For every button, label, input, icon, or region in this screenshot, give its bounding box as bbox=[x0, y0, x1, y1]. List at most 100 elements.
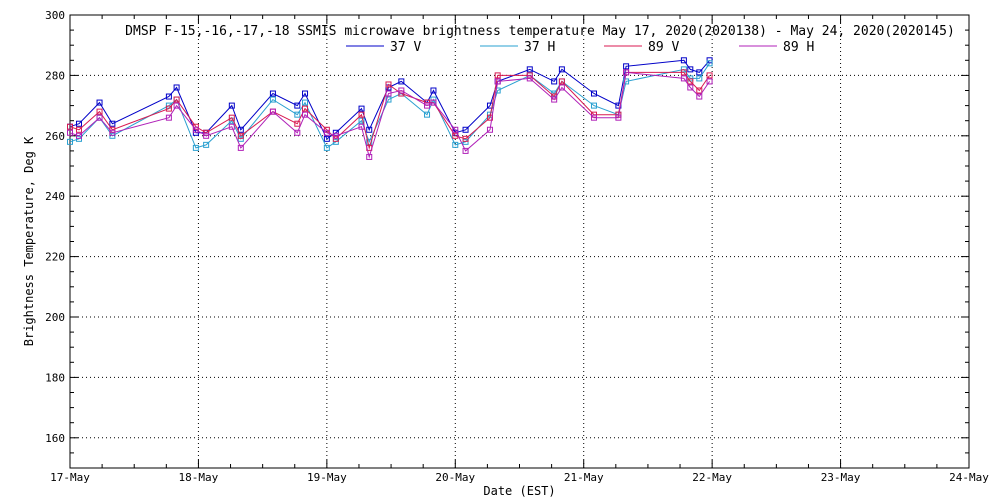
data-point bbox=[623, 78, 630, 85]
data-point bbox=[228, 102, 235, 109]
data-point bbox=[96, 108, 103, 115]
data-point bbox=[494, 72, 501, 79]
data-point bbox=[109, 120, 116, 127]
data-point bbox=[173, 84, 180, 91]
data-point bbox=[385, 96, 392, 103]
data-point bbox=[462, 135, 469, 142]
data-point bbox=[294, 120, 301, 127]
data-point bbox=[165, 114, 172, 121]
y-axis-title: Brightness Temperature, Deg K bbox=[22, 136, 36, 346]
data-point bbox=[558, 66, 565, 73]
data-point bbox=[366, 126, 373, 133]
y-tick-label-3: 220 bbox=[45, 251, 65, 264]
y-tick-label-5: 260 bbox=[45, 130, 65, 143]
data-point bbox=[590, 90, 597, 97]
data-point bbox=[680, 75, 687, 82]
data-point bbox=[526, 72, 533, 79]
data-point bbox=[706, 57, 713, 64]
y-tick-label-1: 180 bbox=[45, 371, 65, 384]
series-89-h bbox=[67, 69, 713, 160]
data-point bbox=[366, 138, 373, 145]
x-tick-label-2: 19-May bbox=[307, 471, 347, 484]
data-point bbox=[192, 144, 199, 151]
data-point bbox=[67, 123, 73, 130]
data-point bbox=[228, 114, 235, 121]
data-point bbox=[687, 84, 694, 91]
data-point bbox=[237, 144, 244, 151]
data-point bbox=[294, 102, 301, 109]
data-point bbox=[173, 96, 180, 103]
data-point bbox=[294, 129, 301, 136]
x-axis-title: Date (EST) bbox=[483, 484, 555, 498]
x-tick-label-4: 21-May bbox=[564, 471, 604, 484]
data-point bbox=[366, 153, 373, 160]
series-89-v bbox=[67, 69, 713, 151]
data-point bbox=[302, 99, 309, 106]
data-point bbox=[696, 75, 703, 82]
data-point bbox=[424, 102, 431, 109]
data-point bbox=[165, 93, 172, 100]
data-point bbox=[358, 117, 365, 124]
data-point bbox=[687, 66, 694, 73]
legend-label-3: 89 H bbox=[783, 40, 814, 55]
y-tick-label-4: 240 bbox=[45, 190, 65, 203]
legend-label-0: 37 V bbox=[390, 40, 421, 55]
data-point bbox=[173, 102, 180, 109]
data-point bbox=[430, 96, 437, 103]
data-point bbox=[623, 63, 630, 70]
data-point bbox=[398, 87, 405, 94]
series-line-2 bbox=[69, 71, 711, 150]
legend-label-1: 37 H bbox=[524, 40, 555, 55]
x-tick-label-1: 18-May bbox=[179, 471, 219, 484]
series-layer bbox=[67, 57, 713, 160]
data-point bbox=[302, 105, 309, 112]
data-point bbox=[67, 138, 73, 145]
y-tick-label-6: 280 bbox=[45, 69, 65, 82]
data-point bbox=[696, 87, 703, 94]
data-point bbox=[551, 78, 558, 85]
data-point bbox=[269, 96, 276, 103]
y-tick-label-2: 200 bbox=[45, 311, 65, 324]
data-point bbox=[430, 99, 437, 106]
data-point bbox=[385, 81, 392, 88]
data-point bbox=[551, 96, 558, 103]
y-tick-label-0: 160 bbox=[45, 432, 65, 445]
data-point bbox=[203, 141, 210, 148]
data-point bbox=[526, 75, 533, 82]
data-point bbox=[526, 66, 533, 73]
data-point bbox=[424, 111, 431, 118]
data-point bbox=[462, 147, 469, 154]
data-point bbox=[398, 78, 405, 85]
data-point bbox=[302, 90, 309, 97]
x-tick-label-3: 20-May bbox=[435, 471, 475, 484]
data-point bbox=[452, 141, 459, 148]
y-tick-label-7: 300 bbox=[45, 9, 65, 22]
data-point bbox=[75, 126, 82, 133]
data-point bbox=[294, 111, 301, 118]
data-point bbox=[332, 135, 339, 142]
data-point bbox=[696, 93, 703, 100]
x-tick-label-6: 23-May bbox=[821, 471, 861, 484]
chart-title: DMSP F-15,-16,-17,-18 SSMIS microwave br… bbox=[125, 24, 955, 39]
data-point bbox=[706, 78, 713, 85]
data-point bbox=[302, 111, 309, 118]
data-point bbox=[462, 138, 469, 145]
data-point bbox=[358, 123, 365, 130]
data-point bbox=[385, 90, 392, 97]
data-point bbox=[358, 111, 365, 118]
data-point bbox=[615, 114, 622, 121]
data-point bbox=[67, 129, 73, 136]
data-point bbox=[680, 57, 687, 64]
legend: 37 V 37 H 89 V 89 H bbox=[346, 40, 814, 55]
data-point bbox=[558, 84, 565, 91]
data-point bbox=[358, 105, 365, 112]
data-point bbox=[486, 114, 493, 121]
x-tick-label-0: 17-May bbox=[50, 471, 90, 484]
data-point bbox=[706, 60, 713, 67]
data-point bbox=[623, 69, 630, 76]
data-point bbox=[680, 66, 687, 73]
data-point bbox=[269, 90, 276, 97]
data-point bbox=[228, 123, 235, 130]
data-point bbox=[462, 126, 469, 133]
